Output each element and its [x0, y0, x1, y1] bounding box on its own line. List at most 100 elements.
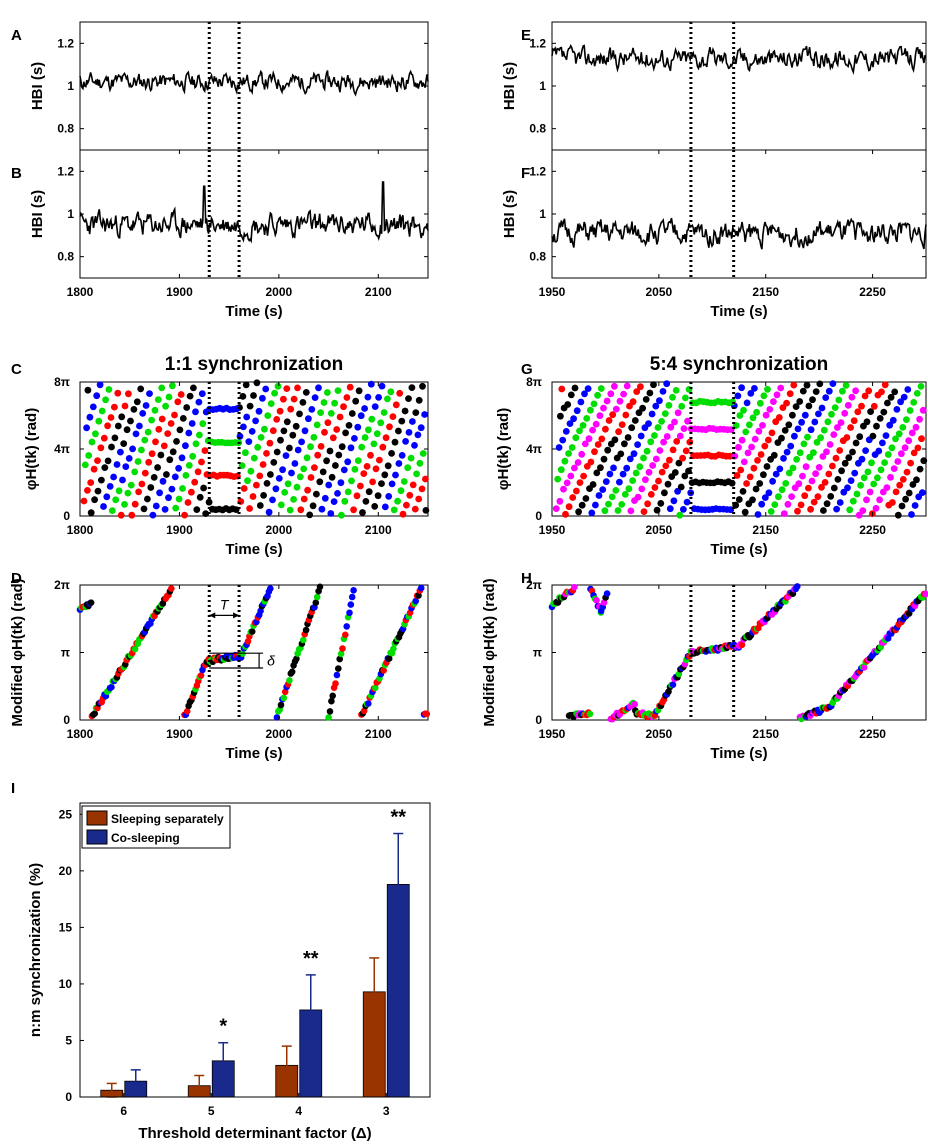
phase-point	[807, 426, 815, 434]
phase-point	[367, 380, 375, 388]
phase-point	[277, 701, 285, 709]
phase-point	[277, 436, 284, 444]
legend: Sleeping separately Co-sleeping	[81, 805, 231, 849]
phase-point	[608, 493, 616, 501]
phase-point	[296, 473, 304, 481]
phase-point	[787, 442, 795, 450]
hbi-trace	[551, 217, 927, 250]
phase-point	[918, 435, 925, 443]
phase-point	[253, 481, 260, 489]
phase-point	[288, 469, 295, 477]
phase-point	[891, 388, 899, 396]
phase-point	[178, 454, 186, 462]
x-tick-label: 2250	[859, 285, 886, 299]
phase-point	[390, 645, 397, 653]
phase-point	[883, 484, 891, 491]
phase-point	[270, 459, 278, 466]
y-tick-label: 25	[59, 807, 73, 821]
phase-point	[557, 412, 564, 420]
x-tick-label: 2250	[859, 727, 886, 741]
phase-point	[666, 505, 674, 513]
phase-point	[405, 429, 413, 436]
phase-point	[198, 390, 206, 398]
phase-point	[292, 422, 300, 430]
phase-point	[802, 463, 810, 471]
phase-point	[652, 455, 660, 463]
y-axis-title: Modified φH(tk) (rad)	[9, 578, 26, 726]
phase-point	[770, 451, 778, 459]
phase-point	[183, 404, 191, 411]
phase-point	[579, 422, 587, 429]
phase-point	[625, 485, 633, 493]
phase-point	[847, 424, 854, 431]
x-tick-label: 1900	[166, 285, 193, 299]
phase-point	[906, 407, 914, 414]
phase-point	[805, 402, 813, 410]
phase-point	[257, 434, 265, 441]
phase-point	[806, 453, 814, 461]
phase-point	[602, 425, 609, 433]
phase-point	[576, 427, 583, 435]
phase-point	[317, 443, 325, 450]
phase-point	[182, 472, 190, 479]
phase-point	[851, 469, 859, 477]
phase-point	[256, 502, 264, 509]
phase-point	[324, 419, 332, 427]
phase-point	[343, 394, 351, 401]
y-tick-label: 2π	[54, 578, 70, 592]
phase-point	[594, 441, 602, 448]
phase-point	[312, 599, 320, 606]
phase-point	[738, 641, 746, 649]
phase-point	[376, 456, 383, 464]
phase-point	[311, 394, 319, 401]
phase-point	[801, 411, 809, 419]
phase-point	[149, 511, 157, 519]
phase-point	[280, 694, 288, 702]
phase-point	[291, 460, 299, 467]
phase-point	[188, 420, 196, 427]
phase-point	[144, 495, 151, 503]
phase-point	[795, 480, 803, 488]
phase-point	[391, 438, 399, 446]
phase-point	[157, 451, 165, 459]
phase-point	[905, 489, 913, 497]
phase-point	[110, 473, 117, 481]
x-axis-title: Threshold determinant factor (Δ)	[138, 1125, 371, 1142]
x-tick-label: 2150	[752, 285, 779, 299]
phase-point	[837, 419, 845, 426]
phase-point	[853, 490, 861, 498]
phase-point	[247, 467, 255, 475]
panel-e: E 0.8 1 1.2 HBI (s)	[501, 21, 927, 151]
phase-point	[197, 672, 205, 679]
phase-point	[168, 485, 176, 493]
phase-point	[275, 475, 283, 482]
phase-point	[413, 470, 420, 478]
phase-point	[351, 465, 359, 473]
phase-point	[849, 497, 857, 505]
y-tick-label: 15	[59, 920, 73, 934]
phase-point	[91, 710, 98, 717]
phase-point	[881, 381, 889, 389]
phase-point	[632, 469, 640, 477]
phase-point	[169, 448, 177, 456]
phase-point	[313, 490, 320, 498]
phase-point	[276, 407, 284, 415]
phase-point	[823, 500, 831, 508]
phase-point	[331, 399, 338, 407]
phase-point	[151, 406, 159, 414]
phase-point	[665, 402, 673, 409]
phase-point	[201, 447, 209, 454]
phase-point	[876, 496, 883, 504]
phase-point	[663, 433, 671, 440]
phase-point	[895, 430, 903, 438]
phase-point	[637, 383, 644, 391]
phase-point	[118, 413, 126, 421]
phase-point	[578, 450, 586, 458]
phase-point	[283, 418, 291, 426]
phase-point	[846, 506, 854, 514]
phase-point	[775, 414, 783, 421]
phase-point	[566, 420, 574, 427]
phase-point	[314, 451, 322, 459]
phase-point	[619, 470, 627, 478]
phase-point	[92, 430, 99, 438]
